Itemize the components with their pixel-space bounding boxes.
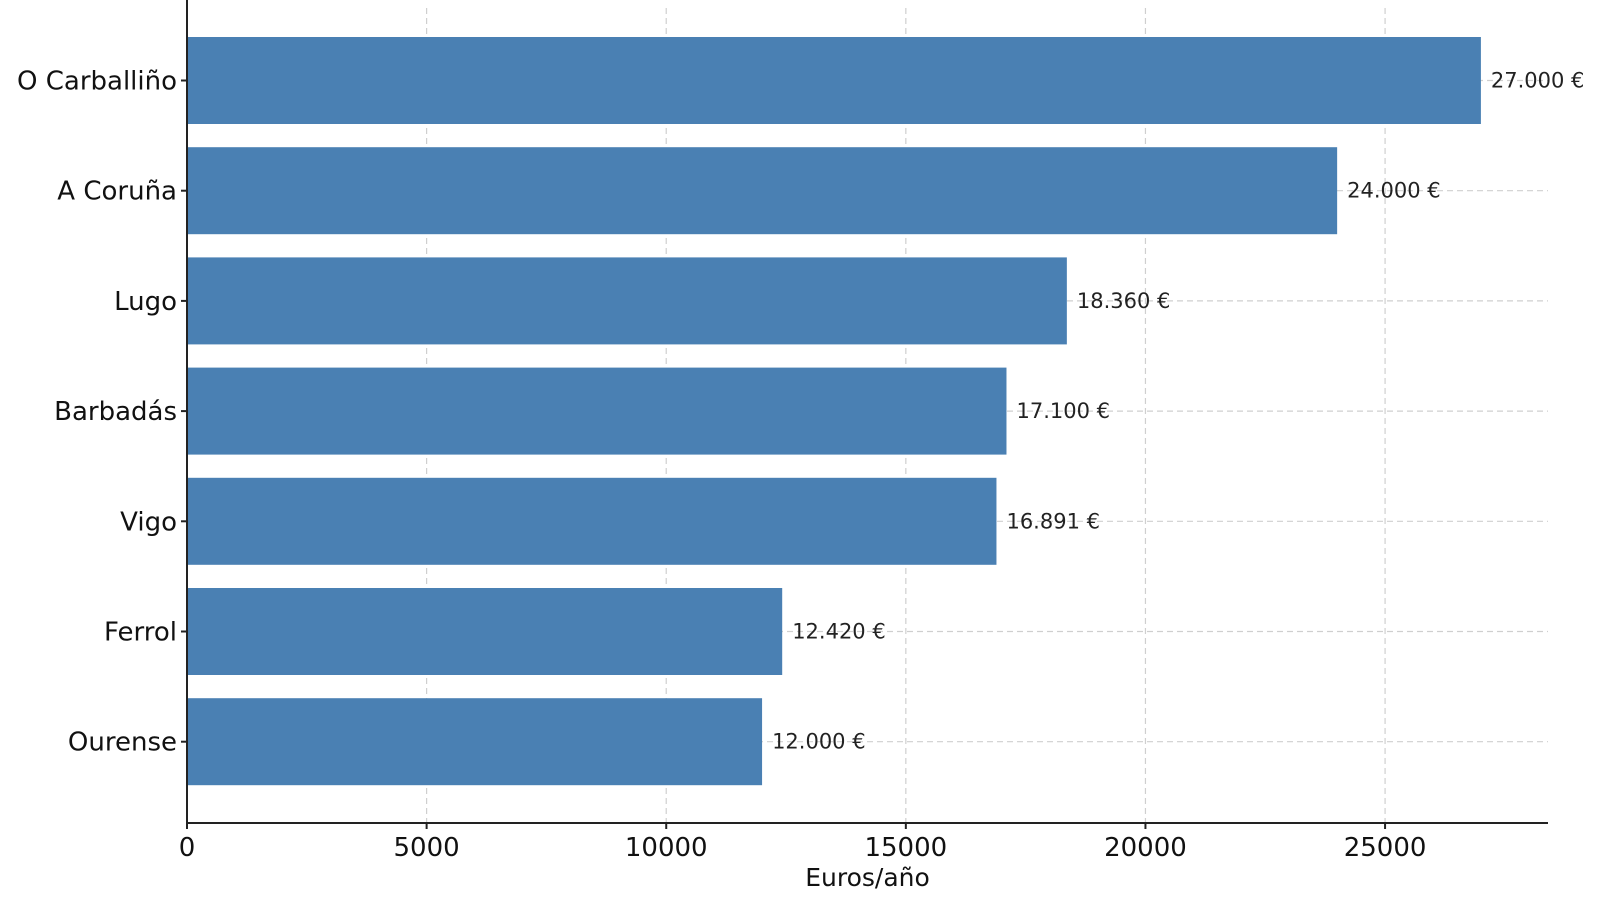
category-label: Ferrol: [104, 618, 177, 648]
bar-6: [187, 698, 763, 786]
category-label: A Coruña: [57, 177, 177, 207]
bar-5: [187, 588, 783, 675]
x-tick-label: 25000: [1344, 833, 1427, 863]
x-tick-label: 20000: [1104, 833, 1187, 863]
category-label: Barbadás: [54, 397, 177, 427]
bar-0: [187, 37, 1481, 124]
x-tick-label: 15000: [864, 833, 947, 863]
value-label: 16.891 €: [1006, 509, 1100, 533]
bar-1: [187, 147, 1338, 235]
bars-layer: [187, 37, 1481, 786]
category-label: O Carballiño: [17, 67, 177, 97]
category-label: Ourense: [68, 728, 177, 758]
category-label: Lugo: [114, 287, 177, 317]
x-tick-label: 5000: [394, 833, 460, 863]
category-label: Vigo: [120, 507, 177, 537]
value-label: 24.000 €: [1347, 179, 1441, 203]
x-tick-label: 10000: [625, 833, 708, 863]
value-label: 12.000 €: [772, 730, 866, 754]
value-label: 12.420 €: [792, 620, 886, 644]
labels-layer: 0 5000 10000 15000 20000 25000 O Carballiño 27.…: [17, 67, 1584, 864]
value-label: 27.000 €: [1491, 69, 1585, 93]
axes-layer: [186, 0, 1548, 824]
bar-3: [187, 367, 1007, 455]
value-label: 17.100 €: [1016, 399, 1110, 423]
bar-4: [187, 477, 997, 565]
value-label: 18.360 €: [1077, 289, 1171, 313]
x-tick-label: 0: [179, 833, 196, 863]
bar-2: [187, 257, 1067, 345]
x-axis-title: Euros/año: [805, 863, 930, 892]
